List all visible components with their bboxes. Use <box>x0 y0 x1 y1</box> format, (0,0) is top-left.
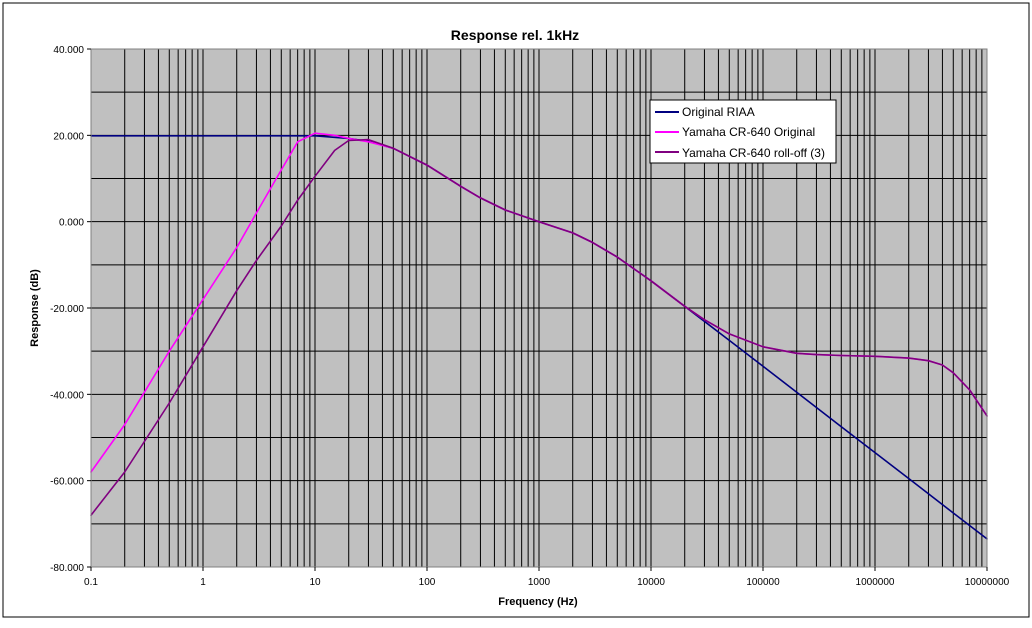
legend-label: Yamaha CR-640 roll-off (3) <box>682 146 825 160</box>
x-tick-label: 100000 <box>746 577 780 588</box>
y-tick-label: -60.000 <box>50 477 84 488</box>
x-tick-label: 10 <box>309 577 321 588</box>
chart-area-border <box>2 2 1030 618</box>
legend-label: Yamaha CR-640 Original <box>682 125 815 139</box>
y-axis-title: Response (dB) <box>29 269 41 347</box>
series-line-2 <box>90 138 988 517</box>
x-axis-title: Frequency (Hz) <box>498 596 578 608</box>
x-tick-label: 10000000 <box>965 577 1010 588</box>
x-tick-label: 1000000 <box>856 577 895 588</box>
y-tick-label: -40.000 <box>50 390 84 401</box>
chart-title: Response rel. 1kHz <box>451 27 579 43</box>
legend: Original RIAA Yamaha CR-640 Original Yam… <box>649 99 837 164</box>
y-tick-label: 0.000 <box>59 218 84 229</box>
y-tick-label: -20.000 <box>50 304 84 315</box>
x-tick-label: 1000 <box>528 577 551 588</box>
axes: 0.1 1 10 100 1000 10000 100000 1000000 10000000 4… <box>50 45 1010 588</box>
x-tick-label: 1 <box>200 577 206 588</box>
x-tick-label: 100 <box>419 577 436 588</box>
legend-entry-yamaha-roll-off: Yamaha CR-640 roll-off (3) <box>655 146 825 160</box>
series-lines <box>90 132 988 540</box>
x-tick-label: 0.1 <box>84 577 98 588</box>
legend-entry-original-riaa: Original RIAA <box>655 105 755 119</box>
legend-entry-yamaha-original: Yamaha CR-640 Original <box>655 125 815 139</box>
y-tick-label: -80.000 <box>50 563 84 574</box>
legend-box <box>649 99 837 164</box>
y-tick-label: 40.000 <box>53 45 84 56</box>
legend-label: Original RIAA <box>682 105 755 119</box>
y-tick-label: 20.000 <box>53 131 84 142</box>
x-tick-label: 10000 <box>637 577 665 588</box>
